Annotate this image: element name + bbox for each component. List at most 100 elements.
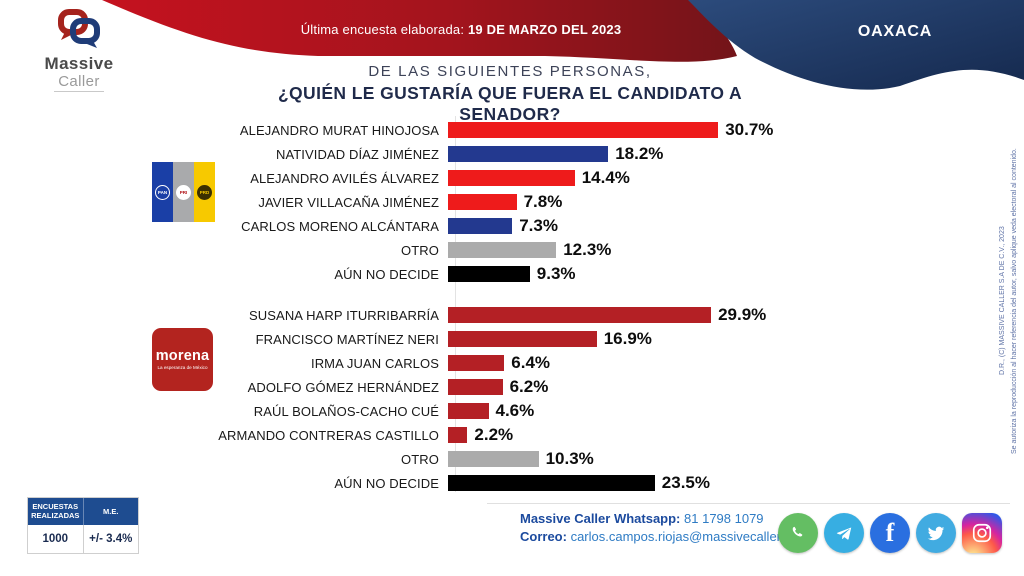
stats-header-me: M.E. — [82, 498, 139, 525]
twitter-icon[interactable] — [916, 513, 956, 553]
value-label: 7.8% — [523, 192, 563, 211]
value-label: 4.6% — [495, 401, 535, 420]
pan-icon: PAN — [155, 184, 170, 200]
candidate-label: OTRO — [401, 451, 439, 467]
morena-logo-name: morena — [155, 347, 210, 364]
value-label: 23.5% — [661, 473, 710, 492]
chart-row: ALEJANDRO MURAT HINOJOSA 30.7% — [160, 118, 800, 142]
chart-row: SUSANA HARP ITURRIBARRÍA 29.9% — [160, 303, 800, 327]
candidate-label: NATIVIDAD DÍAZ JIMÉNEZ — [275, 146, 439, 162]
banner-date: 19 DE MARZO DEL 2023 — [467, 22, 622, 37]
pan-stripe: PAN — [152, 162, 173, 222]
bar — [448, 242, 557, 258]
candidate-label: IRMA JUAN CARLOS — [310, 355, 439, 371]
bar — [448, 146, 609, 162]
value-label: 12.3% — [563, 240, 612, 259]
chart-row: ALEJANDRO AVILÉS ÁLVAREZ 14.4% — [160, 166, 800, 190]
chart-row: JAVIER VILLACAÑA JIMÉNEZ 7.8% — [160, 190, 800, 214]
pan-pri-prd-logo: PAN PRI PRD — [152, 162, 215, 222]
chart-row: AÚN NO DECIDE 9.3% — [160, 262, 800, 286]
copyright-line1: D.R., (C) MASSIVE CALLER S.A DE C.V., 20… — [999, 226, 1007, 376]
bar — [448, 170, 575, 186]
chart-row: NATIVIDAD DÍAZ JIMÉNEZ 18.2% — [160, 142, 800, 166]
chart-row: ARMANDO CONTRERAS CASTILLO 2.2% — [160, 423, 800, 447]
candidate-label: FRANCISCO MARTÍNEZ NERI — [255, 331, 439, 347]
stats-table-body: 1000 +/- 3.4% — [28, 524, 138, 553]
chart-row: OTRO 10.3% — [160, 447, 800, 471]
bar — [448, 379, 503, 395]
value-label: 2.2% — [474, 425, 514, 444]
pri-icon: PRI — [176, 184, 191, 200]
candidate-label: RAÚL BOLAÑOS-CACHO CUÉ — [253, 403, 439, 419]
chart-row: ADOLFO GÓMEZ HERNÁNDEZ 6.2% — [160, 375, 800, 399]
contact-info: Massive Caller Whatsapp: 81 1798 1079 Co… — [520, 510, 808, 545]
candidate-label: CARLOS MORENO ALCÁNTARA — [241, 218, 439, 234]
value-label: 30.7% — [725, 120, 774, 139]
value-label: 6.2% — [509, 377, 549, 396]
facebook-glyph: f — [885, 518, 895, 547]
candidate-label: JAVIER VILLACAÑA JIMÉNEZ — [258, 194, 439, 210]
question-title: DE LAS SIGUIENTES PERSONAS, ¿QUIÉN LE GU… — [240, 63, 780, 125]
bar — [448, 331, 597, 347]
value-label: 9.3% — [536, 264, 576, 283]
bar — [448, 403, 489, 419]
candidate-label: SUSANA HARP ITURRIBARRÍA — [249, 307, 439, 323]
stats-header-encuestas: ENCUESTAS REALIZADAS — [31, 502, 80, 521]
red-ribbon — [102, 0, 737, 62]
logo-word-caller: Caller — [54, 74, 104, 92]
chart-axis-line — [455, 116, 456, 492]
value-label: 18.2% — [615, 144, 664, 163]
senator-poll-chart: ALEJANDRO MURAT HINOJOSA 30.7% NATIVIDAD D… — [160, 118, 800, 495]
bar — [448, 266, 530, 282]
chart-row: OTRO 12.3% — [160, 238, 800, 262]
stats-value-encuestas: 1000 — [42, 532, 69, 545]
sample-stats-table: ENCUESTAS REALIZADAS M.E. 1000 +/- 3.4% — [27, 497, 139, 554]
value-label: 7.3% — [519, 216, 558, 235]
chart-row: IRMA JUAN CARLOS 6.4% — [160, 351, 800, 375]
question-line1: DE LAS SIGUIENTES PERSONAS, — [368, 63, 652, 80]
value-label: 6.4% — [511, 353, 551, 372]
email-address[interactable]: carlos.campos.riojas@massivecaller.com — [570, 528, 809, 544]
header-banner-graphic — [102, 0, 1024, 90]
telegram-icon[interactable] — [824, 513, 864, 553]
morena-logo-tagline: La esperanza de México — [157, 365, 208, 371]
question-line2: ¿QUIÉN LE GUSTARÍA QUE FUERA EL CANDIDAT… — [277, 83, 743, 124]
bar — [448, 194, 517, 210]
social-icons-bar: f — [778, 513, 1002, 553]
banner-label: Última encuesta elaborada: — [300, 22, 465, 37]
contact-email-line: Correo: carlos.campos.riojas@massivecall… — [520, 528, 808, 546]
email-label: Correo: — [520, 528, 567, 544]
last-survey-banner: Última encuesta elaborada: 19 DE MARZO D… — [286, 22, 636, 37]
bar — [448, 307, 712, 323]
pri-stripe: PRI — [173, 162, 194, 222]
coalition-chart-group: ALEJANDRO MURAT HINOJOSA 30.7% NATIVIDAD D… — [160, 118, 800, 286]
whatsapp-icon[interactable] — [778, 513, 818, 553]
chart-row: RAÚL BOLAÑOS-CACHO CUÉ 4.6% — [160, 399, 800, 423]
value-label: 14.4% — [581, 168, 630, 187]
copyright-vertical-text: D.R., (C) MASSIVE CALLER S.A DE C.V., 20… — [997, 95, 1021, 507]
contact-whatsapp-line: Massive Caller Whatsapp: 81 1798 1079 — [520, 510, 808, 528]
candidate-label: OTRO — [401, 242, 439, 258]
massive-caller-logo-icon — [58, 9, 100, 48]
bar — [448, 475, 655, 491]
morena-logo: morena La esperanza de México — [152, 328, 213, 391]
candidate-label: ARMANDO CONTRERAS CASTILLO — [218, 427, 439, 443]
bar — [448, 427, 468, 443]
blue-ribbon — [688, 0, 1024, 90]
instagram-icon[interactable] — [962, 513, 1002, 553]
facebook-icon[interactable]: f — [870, 513, 910, 553]
massive-caller-logo: Massive Caller — [24, 8, 134, 92]
copyright-line2: Se autoriza la reproducción al hacer ref… — [1011, 148, 1019, 454]
whatsapp-number[interactable]: 81 1798 1079 — [684, 511, 764, 526]
value-label: 10.3% — [545, 449, 594, 468]
value-label: 29.9% — [718, 305, 767, 324]
candidate-label: ALEJANDRO MURAT HINOJOSA — [239, 122, 439, 138]
bar — [448, 355, 505, 371]
candidate-label: ALEJANDRO AVILÉS ÁLVAREZ — [250, 170, 439, 186]
footer-divider — [487, 503, 1010, 504]
value-label: 16.9% — [603, 329, 652, 348]
candidate-label: AÚN NO DECIDE — [334, 266, 439, 282]
chart-row: CARLOS MORENO ALCÁNTARA 7.3% — [160, 214, 800, 238]
bar — [448, 122, 719, 138]
